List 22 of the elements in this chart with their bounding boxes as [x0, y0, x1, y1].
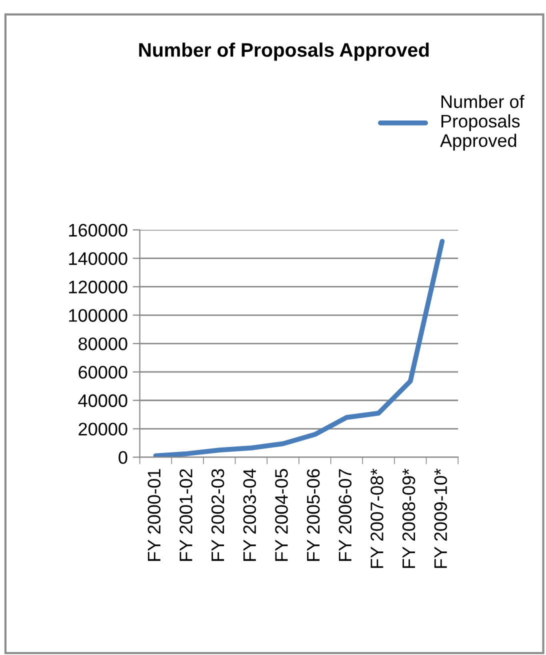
y-tick-label: 100000	[69, 309, 128, 322]
line-series	[153, 238, 445, 458]
x-tick-label: FY 2001-02	[180, 469, 192, 561]
x-tick-label: FY 2003-04	[243, 468, 256, 561]
legend-label: Number of Proposals Approved	[440, 94, 524, 151]
y-tick-label: 60000	[78, 366, 128, 379]
y-tick-label: 40000	[78, 394, 128, 408]
y-tick-label: 0	[118, 451, 128, 464]
x-tick-label: FY 2009-10*	[434, 468, 448, 568]
x-tick-label: FY 2006-07	[338, 469, 352, 561]
x-tick-label: FY 2002-03	[211, 469, 224, 561]
chart-title: Number of Proposals Approved	[139, 42, 429, 61]
y-tick-label: 20000	[78, 422, 128, 436]
y-tick-label: 140000	[69, 252, 128, 266]
y-tick-label: 80000	[78, 337, 128, 350]
x-tick-label: FY 2004-05	[275, 469, 288, 561]
x-tick-label: FY 2000-01	[148, 469, 161, 561]
y-tick-label: 160000	[69, 224, 128, 237]
x-tick-label: FY 2008-09*	[402, 468, 416, 568]
x-tick-label: FY 2005-06	[306, 469, 320, 561]
x-tick-label: FY 2007-08*	[370, 468, 384, 568]
y-tick-label: 120000	[69, 280, 128, 294]
